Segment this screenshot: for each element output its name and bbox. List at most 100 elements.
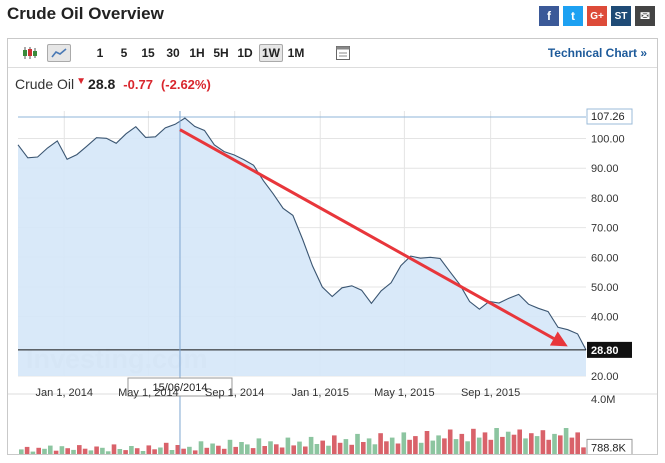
- volume-bar: [169, 450, 175, 454]
- interval-5h[interactable]: 5H: [213, 46, 229, 60]
- volume-bar: [48, 445, 53, 454]
- volume-bar: [534, 436, 540, 454]
- price-line: [17, 117, 587, 351]
- volume-bar: [413, 436, 418, 454]
- y-tick-label: 100.00: [591, 134, 625, 146]
- volume-bar: [158, 447, 163, 454]
- stocktwits-icon[interactable]: ST: [611, 6, 631, 26]
- volume-bar: [297, 441, 302, 454]
- volume-bar: [250, 448, 256, 454]
- volume-bar: [256, 438, 262, 454]
- volume-bar: [24, 446, 30, 454]
- volume-bar: [285, 437, 291, 454]
- volume-bar: [233, 446, 238, 454]
- volume-bar: [442, 438, 447, 454]
- volume-bar: [529, 433, 534, 454]
- interval-30[interactable]: 30: [166, 46, 180, 60]
- volume-bar: [436, 435, 441, 454]
- technical-chart-link[interactable]: Technical Chart »: [547, 46, 647, 60]
- volume-bar: [581, 447, 586, 454]
- volume-bar: [279, 447, 285, 454]
- volume-bar: [430, 440, 436, 454]
- volume-last-box: [586, 438, 633, 454]
- volume-bar: [552, 433, 557, 454]
- volume-bar: [175, 445, 181, 454]
- volume-bar: [395, 443, 401, 454]
- volume-bar: [389, 437, 395, 454]
- y-tick-label: 40.00: [591, 312, 619, 324]
- volume-bar: [378, 433, 383, 454]
- candlestick-chart-icon[interactable]: [20, 44, 40, 62]
- interval-1d[interactable]: 1D: [237, 46, 253, 60]
- y-tick-label: 80.00: [591, 193, 619, 205]
- crosshair-date-box: [127, 377, 233, 397]
- volume-axis-top-label: 4.0M: [591, 394, 615, 406]
- volume-bar: [221, 448, 227, 454]
- volume-bar: [123, 450, 128, 454]
- quote-header: Crude Oil ▼ 28.8 -0.77 (-2.62%): [15, 76, 211, 92]
- volume-bar: [65, 448, 70, 454]
- interval-1h[interactable]: 1H: [189, 46, 205, 60]
- volume-bar: [77, 445, 82, 454]
- volume-bar: [59, 446, 65, 454]
- volume-bar: [511, 434, 517, 454]
- volume-last-label: 788.8K: [591, 442, 627, 454]
- volume-bar: [216, 445, 221, 454]
- last-value-box: [587, 341, 632, 358]
- volume-bar: [424, 431, 430, 454]
- facebook-icon[interactable]: f: [539, 6, 559, 26]
- trend-arrow-line: [179, 128, 555, 340]
- calendar-settings-icon[interactable]: [333, 44, 353, 62]
- volume-bar: [30, 451, 36, 454]
- volume-bar: [471, 428, 476, 454]
- area-chart-icon[interactable]: [47, 44, 71, 62]
- volume-bar: [227, 439, 233, 454]
- volume-bar: [146, 445, 152, 454]
- volume-bar: [517, 429, 522, 454]
- interval-15[interactable]: 15: [141, 46, 155, 60]
- trend-arrow-head: [549, 331, 568, 347]
- volume-bar: [274, 444, 279, 454]
- volume-bar: [332, 435, 337, 454]
- volume-bar: [105, 451, 111, 454]
- volume-bar: [268, 441, 273, 454]
- chart-panel: 1 5 15 30 1H 5H 1D 1W 1M Technical Chart…: [7, 38, 658, 455]
- interval-5[interactable]: 5: [120, 46, 128, 60]
- volume-bar: [134, 448, 140, 454]
- twitter-icon[interactable]: t: [563, 6, 583, 26]
- volume-bar: [53, 450, 59, 454]
- volume-bar: [198, 441, 204, 454]
- volume-bar: [349, 444, 354, 454]
- interval-1[interactable]: 1: [96, 46, 104, 60]
- volume-bar: [320, 440, 325, 454]
- volume-bar: [563, 428, 569, 454]
- volume-bar: [100, 447, 105, 454]
- google-plus-icon[interactable]: G+: [587, 6, 607, 26]
- volume-bar: [36, 447, 41, 454]
- volume-bar: [111, 444, 117, 454]
- instrument-name: Crude Oil: [15, 76, 75, 92]
- volume-bar: [384, 441, 389, 454]
- x-tick-label: Sep 1, 2015: [461, 387, 520, 399]
- volume-bar: [447, 429, 453, 454]
- volume-bar: [88, 450, 94, 454]
- volume-bar: [546, 439, 551, 454]
- volume-bar: [82, 448, 88, 454]
- volume-bar: [140, 451, 146, 454]
- volume-bar: [488, 439, 494, 454]
- volume-bar: [239, 442, 244, 454]
- price-chart[interactable]: Investing.com 4.0M0788.8K 15/06/2014 100…: [8, 103, 657, 454]
- high-value-box: [586, 108, 633, 125]
- volume-bar: [453, 439, 459, 454]
- volume-bar: [558, 435, 563, 454]
- volume-bar: [355, 433, 360, 454]
- volume-bar: [476, 437, 482, 454]
- last-price: 28.8: [88, 76, 116, 92]
- volume-bar: [465, 441, 470, 454]
- interval-1w[interactable]: 1W: [259, 44, 283, 62]
- volume-bar: [187, 446, 192, 454]
- volume-bar: [407, 439, 412, 454]
- email-icon[interactable]: ✉: [635, 6, 655, 26]
- interval-1m[interactable]: 1M: [287, 46, 305, 60]
- y-tick-label: 70.00: [591, 223, 619, 235]
